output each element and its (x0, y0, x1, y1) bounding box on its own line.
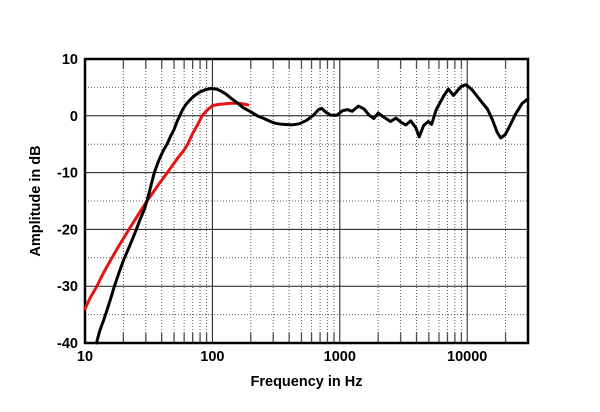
black-curve (95, 83, 530, 345)
y-tick-label: -10 (57, 166, 78, 182)
x-tick-label: 1000 (324, 349, 356, 365)
plot-border (83, 57, 530, 345)
x-axis-title: Frequency in Hz (251, 374, 363, 390)
y-tick-label: -40 (57, 336, 78, 352)
y-tick-label: 0 (70, 109, 78, 125)
y-axis-title: Amplitude in dB (28, 145, 44, 256)
y-tick-label: -30 (57, 279, 78, 295)
red-curve (83, 101, 250, 311)
x-tick-label: 10000 (447, 349, 487, 365)
y-tick-label: -20 (57, 222, 78, 238)
x-tick-label: 10 (77, 349, 93, 365)
y-tick-label: 10 (62, 52, 78, 68)
x-tick-label: 100 (200, 349, 224, 365)
